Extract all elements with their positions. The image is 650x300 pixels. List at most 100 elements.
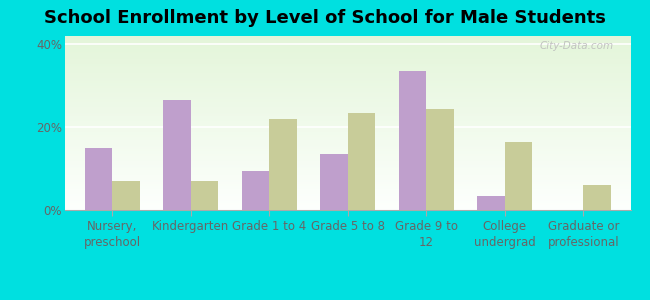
Bar <box>65 112 630 114</box>
Bar <box>65 74 630 76</box>
Bar <box>65 48 630 50</box>
Bar <box>65 62 630 64</box>
Bar <box>65 188 630 189</box>
Bar <box>65 118 630 119</box>
Bar <box>65 71 630 73</box>
Bar <box>65 175 630 177</box>
Bar <box>65 109 630 111</box>
Bar <box>65 180 630 182</box>
Text: School Enrollment by Level of School for Male Students: School Enrollment by Level of School for… <box>44 9 606 27</box>
Bar <box>65 114 630 116</box>
Bar <box>65 41 630 43</box>
Bar <box>65 205 630 206</box>
Bar <box>65 123 630 125</box>
Bar <box>65 158 630 160</box>
Bar <box>65 173 630 175</box>
Bar <box>65 137 630 139</box>
Bar <box>65 81 630 83</box>
Bar <box>399 71 426 210</box>
Bar <box>65 160 630 161</box>
Bar <box>65 194 630 196</box>
Bar <box>584 185 611 210</box>
Bar <box>65 92 630 93</box>
Bar <box>65 90 630 92</box>
Bar <box>65 163 630 165</box>
Bar <box>65 186 630 188</box>
Bar <box>477 196 505 210</box>
Bar <box>65 200 630 201</box>
Bar <box>65 177 630 179</box>
Bar <box>65 134 630 135</box>
Bar <box>65 142 630 144</box>
Bar <box>65 146 630 147</box>
Bar <box>190 181 218 210</box>
Bar <box>65 203 630 205</box>
Bar <box>65 151 630 153</box>
Bar <box>65 149 630 151</box>
Bar <box>65 132 630 134</box>
Bar <box>65 161 630 163</box>
Bar <box>65 102 630 104</box>
Bar <box>65 119 630 121</box>
Bar <box>65 179 630 180</box>
Bar <box>65 57 630 58</box>
Bar <box>65 198 630 200</box>
Bar <box>65 45 630 46</box>
Bar <box>84 148 112 210</box>
Bar <box>65 106 630 107</box>
Bar <box>65 135 630 137</box>
Bar <box>65 78 630 80</box>
Bar <box>65 50 630 52</box>
Bar <box>65 127 630 128</box>
Bar <box>242 171 269 210</box>
Bar <box>65 53 630 55</box>
Bar <box>65 172 630 173</box>
Bar <box>65 156 630 158</box>
Bar <box>65 43 630 45</box>
Bar <box>65 100 630 102</box>
Bar <box>65 165 630 167</box>
Bar <box>65 93 630 95</box>
Bar <box>65 73 630 74</box>
Bar <box>65 184 630 186</box>
Bar <box>348 112 375 210</box>
Bar <box>65 58 630 60</box>
Bar <box>65 191 630 193</box>
Bar <box>65 52 630 53</box>
Bar <box>65 83 630 85</box>
Bar <box>112 181 140 210</box>
Bar <box>65 67 630 69</box>
Bar <box>65 193 630 194</box>
Bar <box>65 144 630 146</box>
Bar <box>65 97 630 99</box>
Bar <box>65 64 630 66</box>
Bar <box>65 55 630 57</box>
Bar <box>426 109 454 210</box>
Bar <box>65 40 630 41</box>
Bar <box>65 104 630 106</box>
Bar <box>65 128 630 130</box>
Bar <box>505 142 532 210</box>
Bar <box>65 170 630 172</box>
Bar <box>65 189 630 191</box>
Bar <box>65 116 630 118</box>
Bar <box>65 182 630 184</box>
Text: City-Data.com: City-Data.com <box>540 41 614 51</box>
Bar <box>65 196 630 198</box>
Bar <box>65 147 630 149</box>
Bar <box>65 86 630 88</box>
Bar <box>65 121 630 123</box>
Bar <box>65 208 630 210</box>
Bar <box>65 206 630 208</box>
Bar <box>65 125 630 127</box>
Bar <box>65 99 630 100</box>
Bar <box>269 119 296 210</box>
Bar <box>65 154 630 156</box>
Bar <box>65 167 630 168</box>
Bar <box>65 139 630 140</box>
Bar <box>65 76 630 78</box>
Bar <box>65 38 630 40</box>
Bar <box>65 95 630 97</box>
Bar <box>320 154 348 210</box>
Bar <box>65 153 630 154</box>
